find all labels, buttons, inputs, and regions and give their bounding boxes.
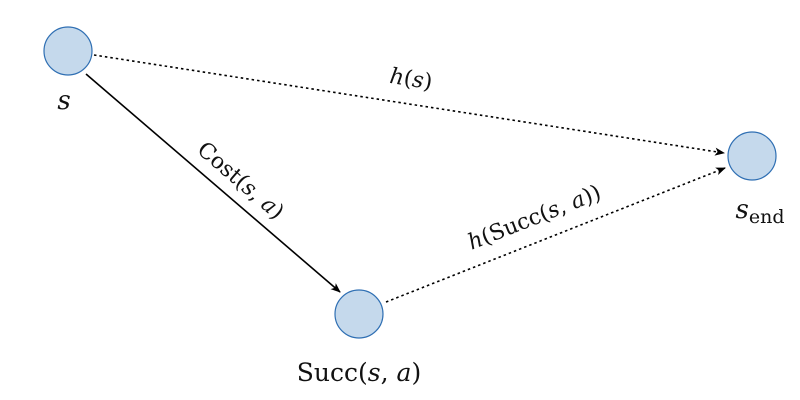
node-succ <box>334 289 384 339</box>
edge-cost-s-to-succ <box>85 73 341 293</box>
label-node-succ: Succ(s, a) <box>297 358 421 387</box>
label-edge-cost: Cost(s, a) <box>192 137 289 225</box>
edge-heuristic-succ-to-send <box>385 167 726 303</box>
label-node-s: s <box>57 86 70 116</box>
edge-heuristic-s-to-send <box>93 54 725 156</box>
node-s <box>43 26 93 76</box>
label-edge-h-s: h(s) <box>388 64 434 95</box>
label-edge-h-succ: h(Succ(s, a)) <box>465 180 605 255</box>
node-send <box>727 131 777 181</box>
label-node-send: send <box>736 195 785 228</box>
